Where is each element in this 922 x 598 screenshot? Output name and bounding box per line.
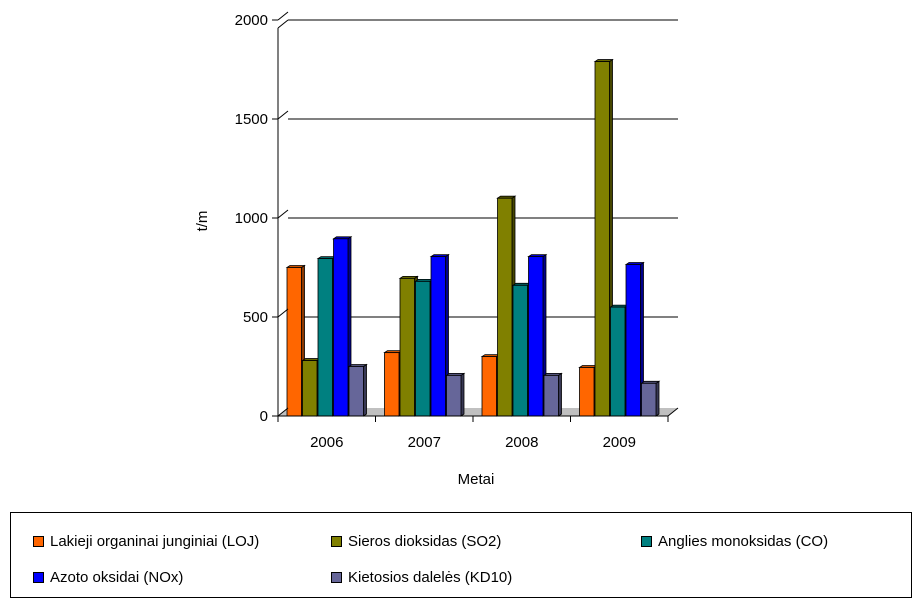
bar-2006-series-4 [347, 363, 368, 417]
bar-2008-series-4 [542, 372, 563, 417]
legend-item-nox: Azoto oksidai (NOx) [33, 569, 183, 586]
bar-2006-series-2 [316, 255, 337, 417]
bar-chart: 0 500 1000 1500 2000 2006 2007 2008 2009 t/m Met… [194, 11, 679, 488]
x-tick-label-2008: 2008 [505, 434, 538, 451]
bar-2008-series-1 [496, 195, 517, 417]
x-axis-title: Metai [458, 471, 495, 488]
bars [285, 58, 661, 417]
x-tick-label-2009: 2009 [603, 434, 636, 451]
legend-swatch-so2 [331, 536, 342, 547]
bar-2008-series-2 [511, 282, 532, 417]
legend-label-nox: Azoto oksidai (NOx) [50, 569, 184, 586]
bar-2007-series-2 [414, 278, 435, 417]
legend-label-co: Anglies monoksidas (CO) [658, 533, 829, 550]
axes [272, 11, 679, 422]
y-tick-label-1000: 1000 [235, 210, 268, 227]
floor [278, 408, 678, 416]
bar-2009-series-3 [624, 261, 645, 417]
bar-2007-series-3 [429, 253, 450, 417]
bar-2009-series-2 [609, 304, 630, 417]
tick-labels: 0 500 1000 1500 2000 2006 2007 2008 2009 [235, 12, 636, 451]
y-tick-label-1500: 1500 [235, 111, 268, 128]
bar-2006-series-3 [332, 236, 353, 417]
legend: Lakieji organinai junginiai (LOJ) Sieros… [10, 512, 912, 598]
legend-label-loj: Lakieji organinai junginiai (LOJ) [50, 533, 260, 550]
chart-floor [278, 408, 678, 416]
legend-item-co: Anglies monoksidas (CO) [641, 533, 828, 550]
legend-swatch-kd10 [331, 572, 342, 583]
bar-2009-series-0 [578, 364, 599, 417]
y-tick-label-500: 500 [243, 309, 268, 326]
y-axis-title: t/m [194, 211, 211, 232]
y-tick-label-0: 0 [260, 408, 268, 425]
legend-label-kd10: Kietosios dalelės (KD10) [348, 569, 513, 586]
bar-2006-series-0 [285, 264, 306, 417]
x-tick-label-2006: 2006 [310, 434, 343, 451]
y-tick-label-2000: 2000 [235, 12, 268, 29]
bar-2009-series-4 [640, 380, 661, 417]
legend-label-so2: Sieros dioksidas (SO2) [348, 533, 502, 550]
bar-2007-series-1 [398, 275, 419, 417]
legend-swatch-nox [33, 572, 44, 583]
bar-2007-series-0 [383, 349, 404, 417]
x-tick-label-2007: 2007 [408, 434, 441, 451]
bar-2009-series-1 [593, 58, 614, 417]
bar-2008-series-0 [480, 353, 501, 417]
legend-item-so2: Sieros dioksidas (SO2) [331, 533, 501, 550]
legend-item-kd10: Kietosios dalelės (KD10) [331, 569, 512, 586]
bar-2008-series-3 [527, 253, 548, 417]
legend-swatch-loj [33, 536, 44, 547]
legend-item-loj: Lakieji organinai junginiai (LOJ) [33, 533, 259, 550]
bar-2007-series-4 [445, 372, 466, 417]
legend-swatch-co [641, 536, 652, 547]
bar-2006-series-1 [301, 357, 322, 417]
